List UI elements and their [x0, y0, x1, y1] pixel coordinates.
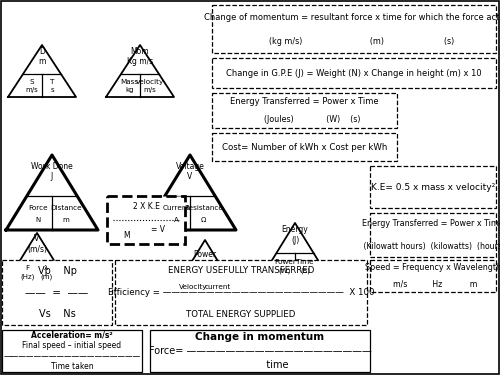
Text: Final speed – initial speed: Final speed – initial speed — [22, 341, 122, 350]
Text: current: current — [204, 284, 231, 290]
Text: = V: = V — [150, 225, 164, 234]
Text: (kg m/s)                           (m)                        (s): (kg m/s) (m) (s) — [254, 36, 454, 45]
Bar — [212, 58, 496, 88]
Bar — [212, 5, 496, 53]
Bar — [115, 260, 367, 325]
Text: kg: kg — [126, 87, 134, 93]
Bar — [212, 93, 397, 128]
Text: (Joules)             (W)    (s): (Joules) (W) (s) — [249, 115, 360, 124]
Text: s: s — [50, 87, 54, 93]
Text: Power: Power — [194, 250, 216, 259]
Bar — [2, 260, 112, 325]
Text: Energy Transferred = Power x Time: Energy Transferred = Power x Time — [362, 219, 500, 228]
Text: Change of momentum = resultant force x time for which the force acts: Change of momentum = resultant force x t… — [204, 12, 500, 21]
Text: (Kilowatt hours)  (kilowatts)  (hours): (Kilowatt hours) (kilowatts) (hours) — [361, 242, 500, 250]
Text: Cost= Number of kWh x Cost per kWh: Cost= Number of kWh x Cost per kWh — [222, 142, 387, 152]
Text: Mom
Kg m/s: Mom Kg m/s — [127, 47, 153, 66]
Bar — [150, 330, 370, 372]
Text: Current: Current — [162, 205, 190, 211]
Text: Efficiency = —————————————————————  X 100: Efficiency = ————————————————————— X 100 — [108, 288, 374, 297]
Text: ——  =  ——: —— = —— — [26, 288, 88, 297]
Text: Power: Power — [274, 259, 295, 265]
Bar — [2, 330, 142, 372]
Text: 2 X K.E: 2 X K.E — [132, 202, 160, 211]
Bar — [370, 260, 496, 292]
Text: F: F — [26, 266, 30, 272]
Text: (W): (W) — [278, 267, 291, 274]
Text: M: M — [123, 231, 130, 240]
Text: Force: Force — [28, 205, 48, 211]
Text: Speed = Frequency x Wavelength: Speed = Frequency x Wavelength — [365, 264, 500, 273]
Text: Time: Time — [296, 259, 314, 265]
Text: S: S — [30, 79, 34, 85]
Text: Resistance: Resistance — [184, 205, 223, 211]
Text: Mass: Mass — [120, 79, 139, 85]
Bar — [370, 213, 496, 257]
Text: TOTAL ENERGY SUPPLIED: TOTAL ENERGY SUPPLIED — [186, 310, 296, 319]
Text: Velocity: Velocity — [178, 284, 207, 290]
Bar — [212, 133, 397, 161]
Text: Time taken: Time taken — [50, 362, 94, 371]
Text: Change in momentum: Change in momentum — [196, 332, 324, 342]
Text: Distance: Distance — [50, 205, 82, 211]
Text: m/s: m/s — [144, 87, 156, 93]
Text: m: m — [62, 217, 69, 223]
Text: A: A — [174, 217, 178, 223]
Text: Voltage
V: Voltage V — [176, 162, 204, 181]
Text: Vs    Ns: Vs Ns — [38, 309, 76, 319]
Text: m/s          Hz           m: m/s Hz m — [388, 279, 478, 288]
Text: Energy
(J): Energy (J) — [282, 225, 308, 245]
Text: (m): (m) — [40, 273, 52, 279]
Text: ENERGY USEFULLY TRANSFERRED: ENERGY USEFULLY TRANSFERRED — [168, 266, 314, 275]
Text: Energy Transferred = Power x Time: Energy Transferred = Power x Time — [230, 97, 379, 106]
Text: m/s: m/s — [26, 87, 38, 93]
Text: K.E= 0.5 x mass x velocity²: K.E= 0.5 x mass x velocity² — [371, 183, 495, 192]
Text: Acceleration= m/s²: Acceleration= m/s² — [31, 331, 113, 340]
Text: V
(m/s): V (m/s) — [27, 234, 47, 254]
Text: (Hz): (Hz) — [20, 273, 35, 279]
Bar — [370, 166, 496, 208]
Text: ——————————————————: —————————————————— — [4, 352, 140, 361]
Bar — [107, 196, 185, 244]
Text: D
m: D m — [38, 47, 46, 66]
Text: time: time — [232, 360, 288, 370]
Text: velocity: velocity — [136, 79, 164, 85]
Text: Force= ———————————————————: Force= ——————————————————— — [148, 346, 372, 356]
Text: (S): (S) — [300, 267, 310, 274]
Text: N: N — [36, 217, 41, 223]
Text: T: T — [50, 79, 54, 85]
Text: Change in G.P.E (J) = Weight (N) x Change in height (m) x 10: Change in G.P.E (J) = Weight (N) x Chang… — [226, 69, 482, 78]
Text: Ω: Ω — [201, 217, 206, 223]
Text: λ: λ — [44, 266, 48, 272]
Text: Work Done
J: Work Done J — [31, 162, 73, 181]
Text: Vp    Np: Vp Np — [38, 266, 76, 276]
